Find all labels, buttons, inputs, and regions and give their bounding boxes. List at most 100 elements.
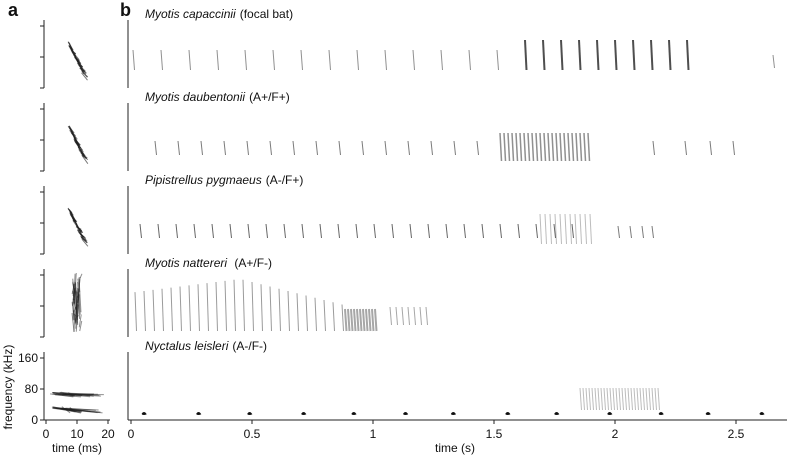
call-detail — [71, 131, 77, 140]
call — [341, 304, 344, 332]
call — [407, 306, 410, 326]
call — [216, 49, 219, 71]
call-detail — [78, 314, 82, 328]
call — [351, 412, 357, 415]
call — [143, 290, 146, 332]
x-tick-label: 0.5 — [244, 427, 261, 441]
call — [524, 39, 528, 71]
call — [618, 387, 621, 411]
call — [283, 223, 286, 239]
species-name: Myotis daubentonii — [145, 90, 245, 104]
call — [132, 49, 135, 71]
call — [301, 223, 304, 239]
call — [350, 308, 354, 332]
species-label: Myotis nattereri (A+/F-) — [145, 256, 272, 270]
call — [624, 387, 627, 411]
call — [539, 213, 542, 245]
x-tick-label: 0 — [128, 427, 135, 441]
call — [272, 49, 275, 71]
call-detail — [73, 313, 77, 317]
call — [337, 223, 340, 239]
call — [621, 387, 624, 411]
x-axis-label: time (s) — [435, 441, 475, 455]
call — [579, 213, 582, 245]
species-label: Nyctalus leisleri (A-/F-) — [145, 339, 267, 353]
call — [574, 213, 577, 245]
call — [569, 213, 572, 245]
call — [496, 49, 499, 71]
call-detail — [71, 213, 77, 222]
call — [247, 412, 253, 415]
x-tick-label: 10 — [70, 427, 84, 441]
call-detail — [79, 65, 86, 72]
call — [584, 213, 587, 245]
call — [579, 132, 583, 162]
call — [315, 140, 318, 156]
call — [617, 225, 620, 239]
species-label: Pipistrellus pygmaeus (A-/F+) — [145, 173, 303, 187]
call — [206, 283, 209, 332]
call — [630, 387, 633, 411]
call — [559, 213, 562, 245]
call — [215, 281, 218, 332]
x-tick-label: 1 — [370, 427, 377, 441]
call-detail — [72, 278, 76, 303]
call — [650, 39, 654, 71]
call — [709, 140, 712, 156]
call — [179, 286, 182, 332]
call — [160, 49, 163, 71]
species-note: (A+/F+) — [249, 90, 290, 104]
call — [657, 387, 660, 411]
call — [251, 281, 254, 332]
call — [535, 223, 538, 239]
call — [571, 223, 574, 239]
species-note: (A-/F-) — [232, 339, 267, 353]
call — [323, 299, 326, 332]
call-detail — [77, 281, 81, 319]
call — [596, 39, 600, 71]
call-detail — [79, 320, 83, 332]
call — [583, 132, 587, 162]
call — [549, 213, 552, 245]
call — [636, 387, 639, 411]
call — [594, 387, 597, 411]
call — [519, 132, 523, 162]
call-detail — [69, 47, 75, 56]
call-detail — [76, 62, 83, 68]
call — [344, 308, 348, 332]
call — [555, 132, 559, 162]
x-axis-label: time (ms) — [52, 441, 102, 455]
panel-label: b — [120, 0, 131, 20]
call-detail — [81, 72, 88, 81]
call — [287, 290, 290, 332]
call — [347, 308, 351, 332]
call — [427, 223, 430, 239]
call — [609, 387, 612, 411]
call — [170, 287, 173, 332]
call-detail — [53, 392, 75, 397]
call — [233, 279, 236, 332]
call — [582, 387, 585, 411]
species-name: Myotis capaccinii — [145, 7, 236, 21]
call — [523, 132, 527, 162]
call — [260, 284, 263, 332]
call-detail — [76, 293, 80, 314]
call — [332, 302, 335, 332]
call — [468, 49, 471, 71]
call-detail — [77, 228, 84, 233]
call — [389, 306, 392, 326]
call — [606, 387, 609, 411]
call — [211, 223, 214, 239]
call-detail — [79, 67, 86, 73]
call — [607, 412, 613, 415]
call — [450, 412, 457, 415]
call — [193, 223, 196, 239]
species-name: Pipistrellus pygmaeus — [145, 173, 262, 187]
call — [585, 387, 588, 411]
call — [409, 223, 412, 239]
species-note: (A+/F-) — [231, 256, 272, 270]
call — [300, 49, 303, 71]
call — [641, 225, 644, 239]
call — [296, 293, 299, 332]
call — [603, 387, 606, 411]
